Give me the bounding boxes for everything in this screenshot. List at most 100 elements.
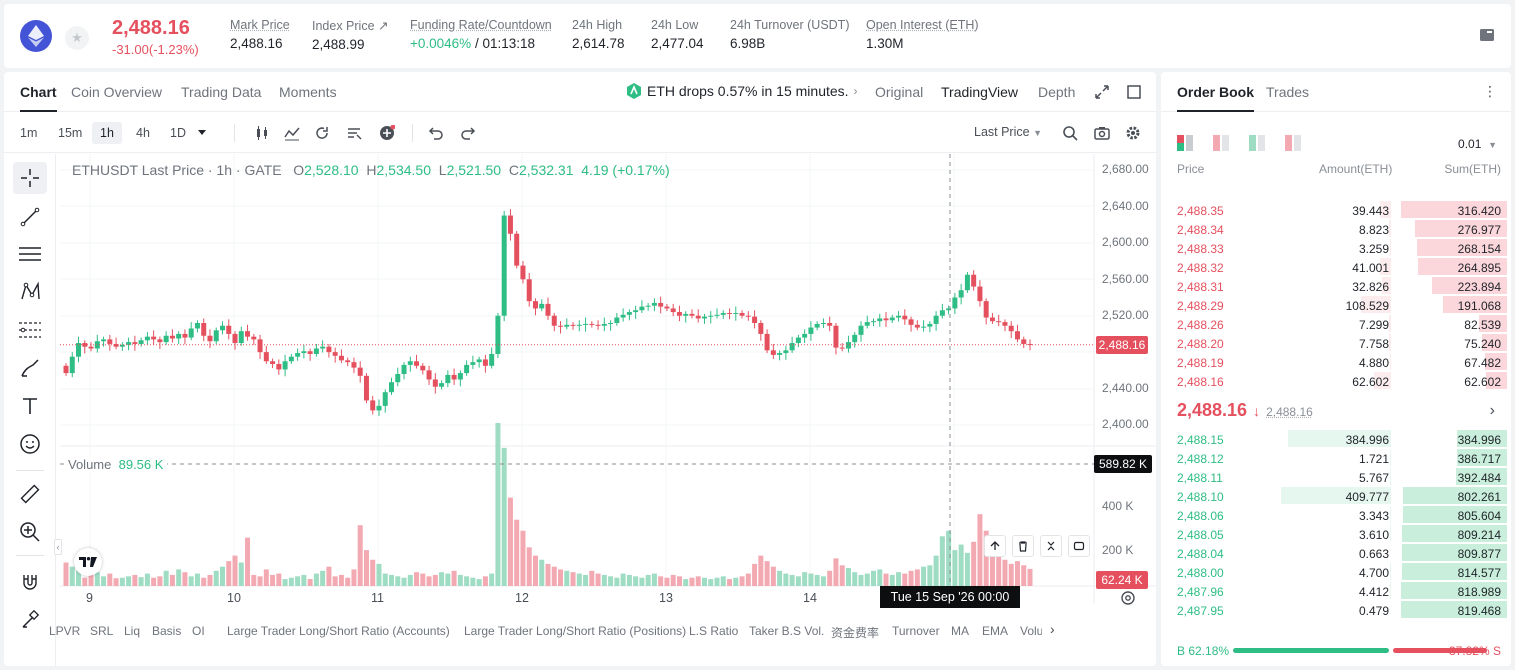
bid-row[interactable]: 2,488.05 3.610 809.214 bbox=[1161, 525, 1511, 544]
window-icon[interactable] bbox=[1126, 84, 1142, 100]
book-large-orders-icon[interactable] bbox=[1285, 135, 1301, 151]
template-icon[interactable] bbox=[346, 125, 362, 141]
timeframe-1m[interactable]: 1m bbox=[20, 126, 38, 140]
indicator-ema[interactable]: EMA bbox=[982, 624, 1009, 638]
bid-row[interactable]: 2,488.04 0.663 809.877 bbox=[1161, 544, 1511, 563]
stat-index-price[interactable]: Index Price ↗ 2,488.99 bbox=[312, 19, 389, 52]
collapse-icon[interactable] bbox=[1040, 535, 1062, 557]
view-tradingview[interactable]: TradingView bbox=[941, 84, 1019, 100]
indicator-ls-accounts[interactable]: Large Trader Long/Short Ratio (Accounts) bbox=[227, 624, 450, 638]
volume-bar bbox=[777, 570, 783, 586]
stat-open-interest: Open Interest (ETH) 1.30M bbox=[866, 18, 979, 51]
timeframe-15m[interactable]: 15m bbox=[58, 126, 83, 140]
ask-row[interactable]: 2,488.34 8.823 276.977 bbox=[1161, 220, 1511, 239]
view-depth[interactable]: Depth bbox=[1038, 84, 1076, 100]
search-icon[interactable] bbox=[1062, 125, 1078, 141]
emoji-tool-icon[interactable] bbox=[13, 428, 47, 460]
ask-row[interactable]: 2,488.33 3.259 268.154 bbox=[1161, 239, 1511, 258]
indicator-turnover[interactable]: Turnover bbox=[892, 624, 940, 638]
ask-row[interactable]: 2,488.20 7.758 75.240 bbox=[1161, 334, 1511, 353]
ask-row[interactable]: 2,488.16 62.602 62.602 bbox=[1161, 372, 1511, 391]
indicator-volume[interactable]: Volu bbox=[1020, 624, 1042, 638]
news-ticker[interactable]: ETH drops 0.57% in 15 minutes. › bbox=[626, 83, 858, 99]
ask-row[interactable]: 2,488.31 32.826 223.894 bbox=[1161, 277, 1511, 296]
tab-trades[interactable]: Trades bbox=[1266, 84, 1310, 100]
chevron-right-icon[interactable]: › bbox=[1489, 402, 1495, 419]
tradingview-logo-icon[interactable] bbox=[74, 548, 102, 576]
bid-row[interactable]: 2,488.10 409.777 802.261 bbox=[1161, 487, 1511, 506]
timeframe-4h[interactable]: 4h bbox=[136, 126, 150, 140]
tab-chart[interactable]: Chart bbox=[20, 84, 57, 112]
view-original[interactable]: Original bbox=[875, 84, 924, 100]
camera-icon[interactable] bbox=[1094, 125, 1110, 141]
bid-row[interactable]: 2,488.15 384.996 384.996 bbox=[1161, 430, 1511, 449]
tab-moments[interactable]: Moments bbox=[279, 84, 337, 100]
bid-row[interactable]: 2,487.95 0.479 819.468 bbox=[1161, 601, 1511, 620]
refresh-icon[interactable] bbox=[314, 125, 330, 141]
ask-row[interactable]: 2,488.19 4.880 67.482 bbox=[1161, 353, 1511, 372]
more-options-icon[interactable]: ⋮ bbox=[1483, 83, 1497, 99]
fib-tool-icon[interactable] bbox=[13, 314, 47, 346]
book-bids-only-icon[interactable] bbox=[1249, 135, 1265, 151]
tab-coin-overview[interactable]: Coin Overview bbox=[71, 84, 163, 100]
caret-down-icon[interactable] bbox=[197, 127, 207, 137]
bid-row[interactable]: 2,488.06 3.343 805.604 bbox=[1161, 506, 1511, 525]
timeframe-1h[interactable]: 1h bbox=[92, 122, 122, 144]
sum-depth-bar bbox=[1401, 201, 1507, 218]
precision-select[interactable]: 0.01 ▼ bbox=[1458, 137, 1497, 151]
indicator-funding[interactable]: 资金费率 bbox=[831, 626, 880, 640]
indicator-ma[interactable]: MA bbox=[951, 624, 969, 638]
favorite-star-icon[interactable]: ★ bbox=[65, 26, 89, 50]
indicator-oi[interactable]: OI bbox=[192, 624, 205, 638]
ruler-tool-icon[interactable] bbox=[13, 478, 47, 510]
crosshair-tool-icon[interactable] bbox=[13, 162, 47, 194]
indicator-lpvr[interactable]: LPVR bbox=[49, 624, 81, 638]
indicator-basis[interactable]: Basis bbox=[152, 624, 182, 638]
bid-row[interactable]: 2,488.11 5.767 392.484 bbox=[1161, 468, 1511, 487]
ask-row[interactable]: 2,488.32 41.001 264.895 bbox=[1161, 258, 1511, 277]
brush-tool-icon[interactable] bbox=[13, 352, 47, 384]
horizontal-lines-tool-icon[interactable] bbox=[13, 238, 47, 270]
bid-row[interactable]: 2,487.96 4.412 818.989 bbox=[1161, 582, 1511, 601]
ask-row[interactable]: 2,488.26 7.299 82.539 bbox=[1161, 315, 1511, 334]
undo-icon[interactable] bbox=[428, 125, 444, 141]
indicator-ls-positions[interactable]: Large Trader Long/Short Ratio (Positions… bbox=[464, 624, 687, 638]
book-both-sides-icon[interactable] bbox=[1177, 135, 1193, 151]
indicator-liq[interactable]: Liq bbox=[124, 624, 141, 638]
collapse-toolbar-icon[interactable]: ‹ bbox=[54, 539, 62, 555]
row-sum: 384.996 bbox=[1457, 433, 1501, 447]
zoom-in-tool-icon[interactable] bbox=[13, 516, 47, 548]
trend-line-tool-icon[interactable] bbox=[13, 201, 47, 233]
tab-order-book[interactable]: Order Book bbox=[1177, 84, 1255, 112]
chevron-right-icon[interactable]: › bbox=[1050, 621, 1055, 637]
price-type-select[interactable]: Last Price ▼ bbox=[974, 125, 1042, 139]
expand-icon[interactable] bbox=[1094, 84, 1110, 100]
candle-type-icon[interactable] bbox=[254, 125, 270, 141]
move-up-icon[interactable] bbox=[984, 535, 1006, 557]
price-chart[interactable]: ETHUSDT Last Price · 1h · GATE O2,528.10… bbox=[54, 154, 1156, 608]
chart-canvas[interactable] bbox=[60, 154, 1156, 604]
redo-icon[interactable] bbox=[460, 125, 476, 141]
indicators-icon[interactable] bbox=[284, 125, 300, 141]
bid-row[interactable]: 2,488.12 1.721 386.717 bbox=[1161, 449, 1511, 468]
lock-drawing-tool-icon[interactable] bbox=[13, 604, 47, 636]
ask-row[interactable]: 2,488.29 108.529 191.068 bbox=[1161, 296, 1511, 315]
magnet-tool-icon[interactable] bbox=[13, 566, 47, 598]
pattern-tool-icon[interactable] bbox=[13, 276, 47, 308]
gear-icon[interactable] bbox=[1120, 590, 1136, 606]
bid-row[interactable]: 2,488.00 4.700 814.577 bbox=[1161, 563, 1511, 582]
book-icon[interactable] bbox=[1479, 28, 1495, 42]
indicator-srl[interactable]: SRL bbox=[90, 624, 114, 638]
maximize-icon[interactable] bbox=[1068, 535, 1090, 557]
indicator-taker-vol[interactable]: Taker B.S Vol. bbox=[749, 624, 825, 638]
volume-bar bbox=[639, 577, 645, 586]
add-indicator-icon[interactable] bbox=[379, 125, 395, 141]
book-asks-only-icon[interactable] bbox=[1213, 135, 1229, 151]
indicator-ls-ratio[interactable]: L.S Ratio bbox=[689, 624, 739, 638]
timeframe-1d[interactable]: 1D bbox=[170, 126, 186, 140]
text-tool-icon[interactable] bbox=[13, 390, 47, 422]
delete-icon[interactable] bbox=[1012, 535, 1034, 557]
ask-row[interactable]: 2,488.35 39.443 316.420 bbox=[1161, 201, 1511, 220]
tab-trading-data[interactable]: Trading Data bbox=[181, 84, 262, 100]
gear-icon[interactable] bbox=[1125, 125, 1141, 141]
